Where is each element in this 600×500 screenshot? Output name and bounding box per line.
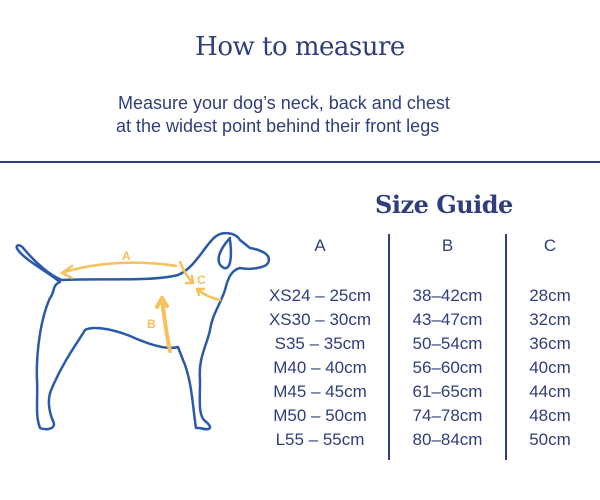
divider xyxy=(0,161,600,163)
cell: S35 – 35cm xyxy=(274,334,366,353)
cell: M50 – 50cm xyxy=(273,406,367,425)
subtitle-line: Measure your dog’s neck, back and chest xyxy=(118,93,450,113)
page-title: How to measure xyxy=(195,32,405,62)
cell: 80–84cm xyxy=(412,430,483,449)
column-divider xyxy=(388,234,390,460)
arrow-c-top xyxy=(178,260,195,285)
cell: 28cm xyxy=(529,286,571,305)
cell: M45 – 45cm xyxy=(273,382,367,401)
column-c: C 28cm 32cm 36cm 40cm 44cm 48cm 50cm xyxy=(510,236,590,452)
cell: 36cm xyxy=(529,334,571,353)
cell: 50–54cm xyxy=(412,334,483,353)
arrow-c-bottom xyxy=(195,287,222,302)
size-guide-title: Size Guide xyxy=(375,190,513,219)
column-header: B xyxy=(441,236,454,255)
cell: 44cm xyxy=(529,382,571,401)
column-divider xyxy=(505,234,507,460)
cell: 48cm xyxy=(529,406,571,425)
arrow-b xyxy=(155,296,172,353)
dog-measurement-diagram: A B C xyxy=(15,231,271,431)
cell: 43–47cm xyxy=(412,310,483,329)
cell: 56–60cm xyxy=(412,358,483,377)
cell: M40 – 40cm xyxy=(273,358,367,377)
column-header: C xyxy=(543,236,557,255)
cell: 50cm xyxy=(529,430,571,449)
column-a: A XS24 – 25cm XS30 – 30cm S35 – 35cm M40… xyxy=(255,236,385,452)
cell: 74–78cm xyxy=(412,406,483,425)
cell: XS30 – 30cm xyxy=(268,310,372,329)
dog-outline xyxy=(15,231,271,431)
cell: 32cm xyxy=(529,310,571,329)
cell: L55 – 55cm xyxy=(275,430,365,449)
cell: XS24 – 25cm xyxy=(268,286,372,305)
column-b: B 38–42cm 43–47cm 50–54cm 56–60cm 61–65c… xyxy=(395,236,500,452)
cell: 38–42cm xyxy=(412,286,483,305)
arrow-a xyxy=(60,261,178,280)
column-header: A xyxy=(314,236,326,255)
label-b: B xyxy=(147,317,156,331)
label-a: A xyxy=(122,249,131,263)
cell: 61–65cm xyxy=(412,382,483,401)
subtitle: Measure your dog’s neck, back and chest … xyxy=(116,92,518,138)
dog-ear xyxy=(217,236,233,270)
subtitle-line: at the widest point behind their front l… xyxy=(116,116,440,136)
label-c: C xyxy=(197,273,206,287)
cell: 40cm xyxy=(529,358,571,377)
